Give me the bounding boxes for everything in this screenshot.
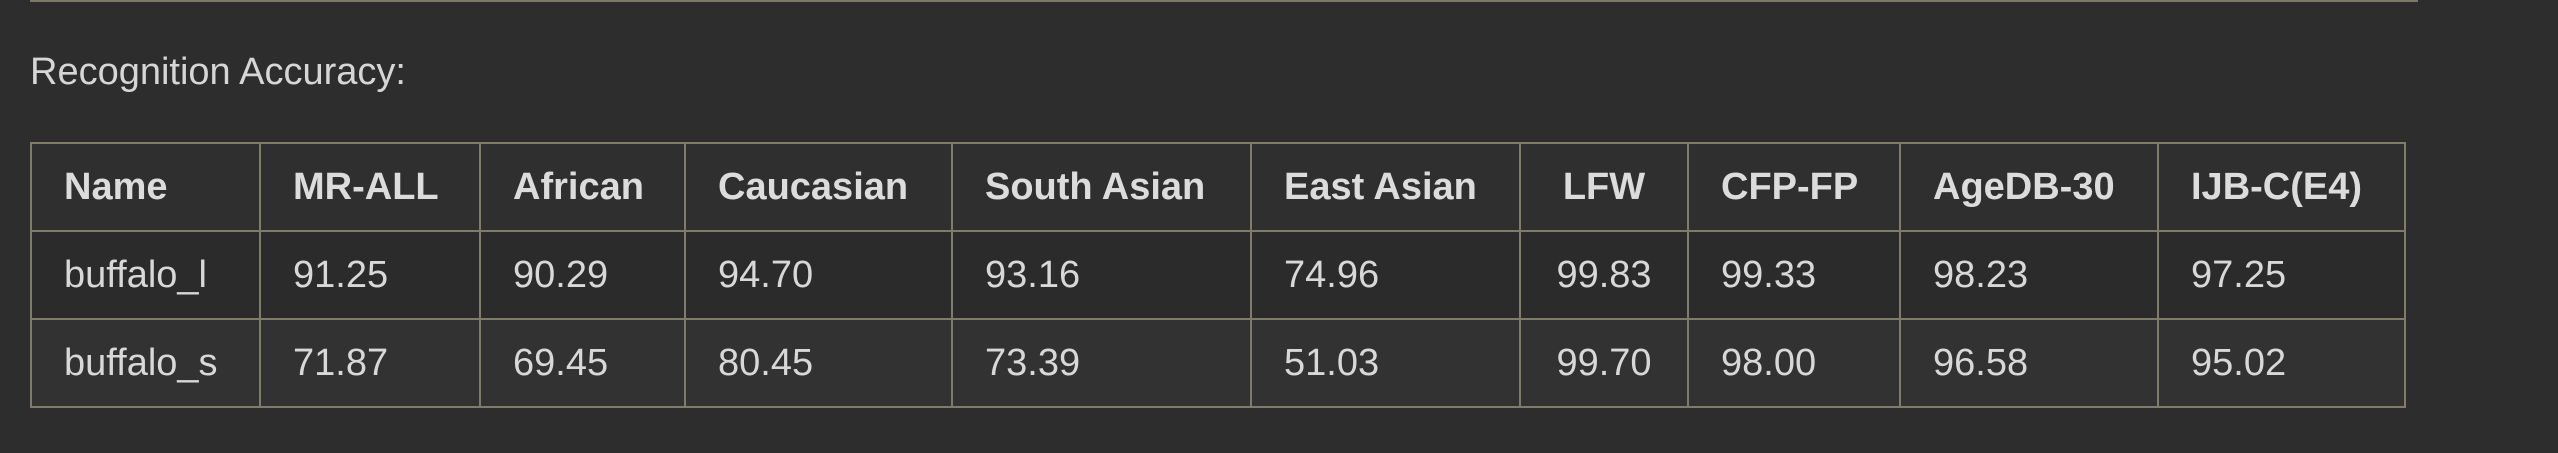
column-header-ijb-c-e4: IJB-C(E4): [2157, 142, 2406, 232]
column-header-east-asian: East Asian: [1250, 142, 1521, 232]
cell-east-asian: 51.03: [1250, 318, 1521, 408]
cell-african: 90.29: [479, 230, 686, 320]
column-header-african: African: [479, 142, 686, 232]
column-header-cfp-fp: CFP-FP: [1687, 142, 1901, 232]
cell-agedb-30: 96.58: [1899, 318, 2159, 408]
cell-east-asian: 74.96: [1250, 230, 1521, 320]
cell-caucasian: 94.70: [684, 230, 953, 320]
table-header-row: Name MR-ALL African Caucasian South Asia…: [30, 142, 2406, 232]
section-caption: Recognition Accuracy:: [30, 51, 406, 93]
table-row: buffalo_s 71.87 69.45 80.45 73.39 51.03 …: [30, 318, 2406, 408]
horizontal-rule: [30, 0, 2418, 2]
column-header-caucasian: Caucasian: [684, 142, 953, 232]
cell-south-asian: 73.39: [951, 318, 1252, 408]
cell-model-name: buffalo_s: [30, 318, 261, 408]
cell-mr-all: 91.25: [259, 230, 481, 320]
column-header-mr-all: MR-ALL: [259, 142, 481, 232]
table-row: buffalo_l 91.25 90.29 94.70 93.16 74.96 …: [30, 230, 2406, 320]
column-header-agedb-30: AgeDB-30: [1899, 142, 2159, 232]
column-header-south-asian: South Asian: [951, 142, 1252, 232]
cell-ijb-c-e4: 97.25: [2157, 230, 2406, 320]
cell-lfw: 99.83: [1519, 230, 1689, 320]
cell-african: 69.45: [479, 318, 686, 408]
cell-cfp-fp: 99.33: [1687, 230, 1901, 320]
recognition-accuracy-table: Name MR-ALL African Caucasian South Asia…: [30, 142, 2406, 408]
cell-caucasian: 80.45: [684, 318, 953, 408]
column-header-lfw: LFW: [1519, 142, 1689, 232]
cell-agedb-30: 98.23: [1899, 230, 2159, 320]
cell-lfw: 99.70: [1519, 318, 1689, 408]
cell-model-name: buffalo_l: [30, 230, 261, 320]
column-header-name: Name: [30, 142, 261, 232]
cell-south-asian: 93.16: [951, 230, 1252, 320]
cell-mr-all: 71.87: [259, 318, 481, 408]
cell-cfp-fp: 98.00: [1687, 318, 1901, 408]
cell-ijb-c-e4: 95.02: [2157, 318, 2406, 408]
